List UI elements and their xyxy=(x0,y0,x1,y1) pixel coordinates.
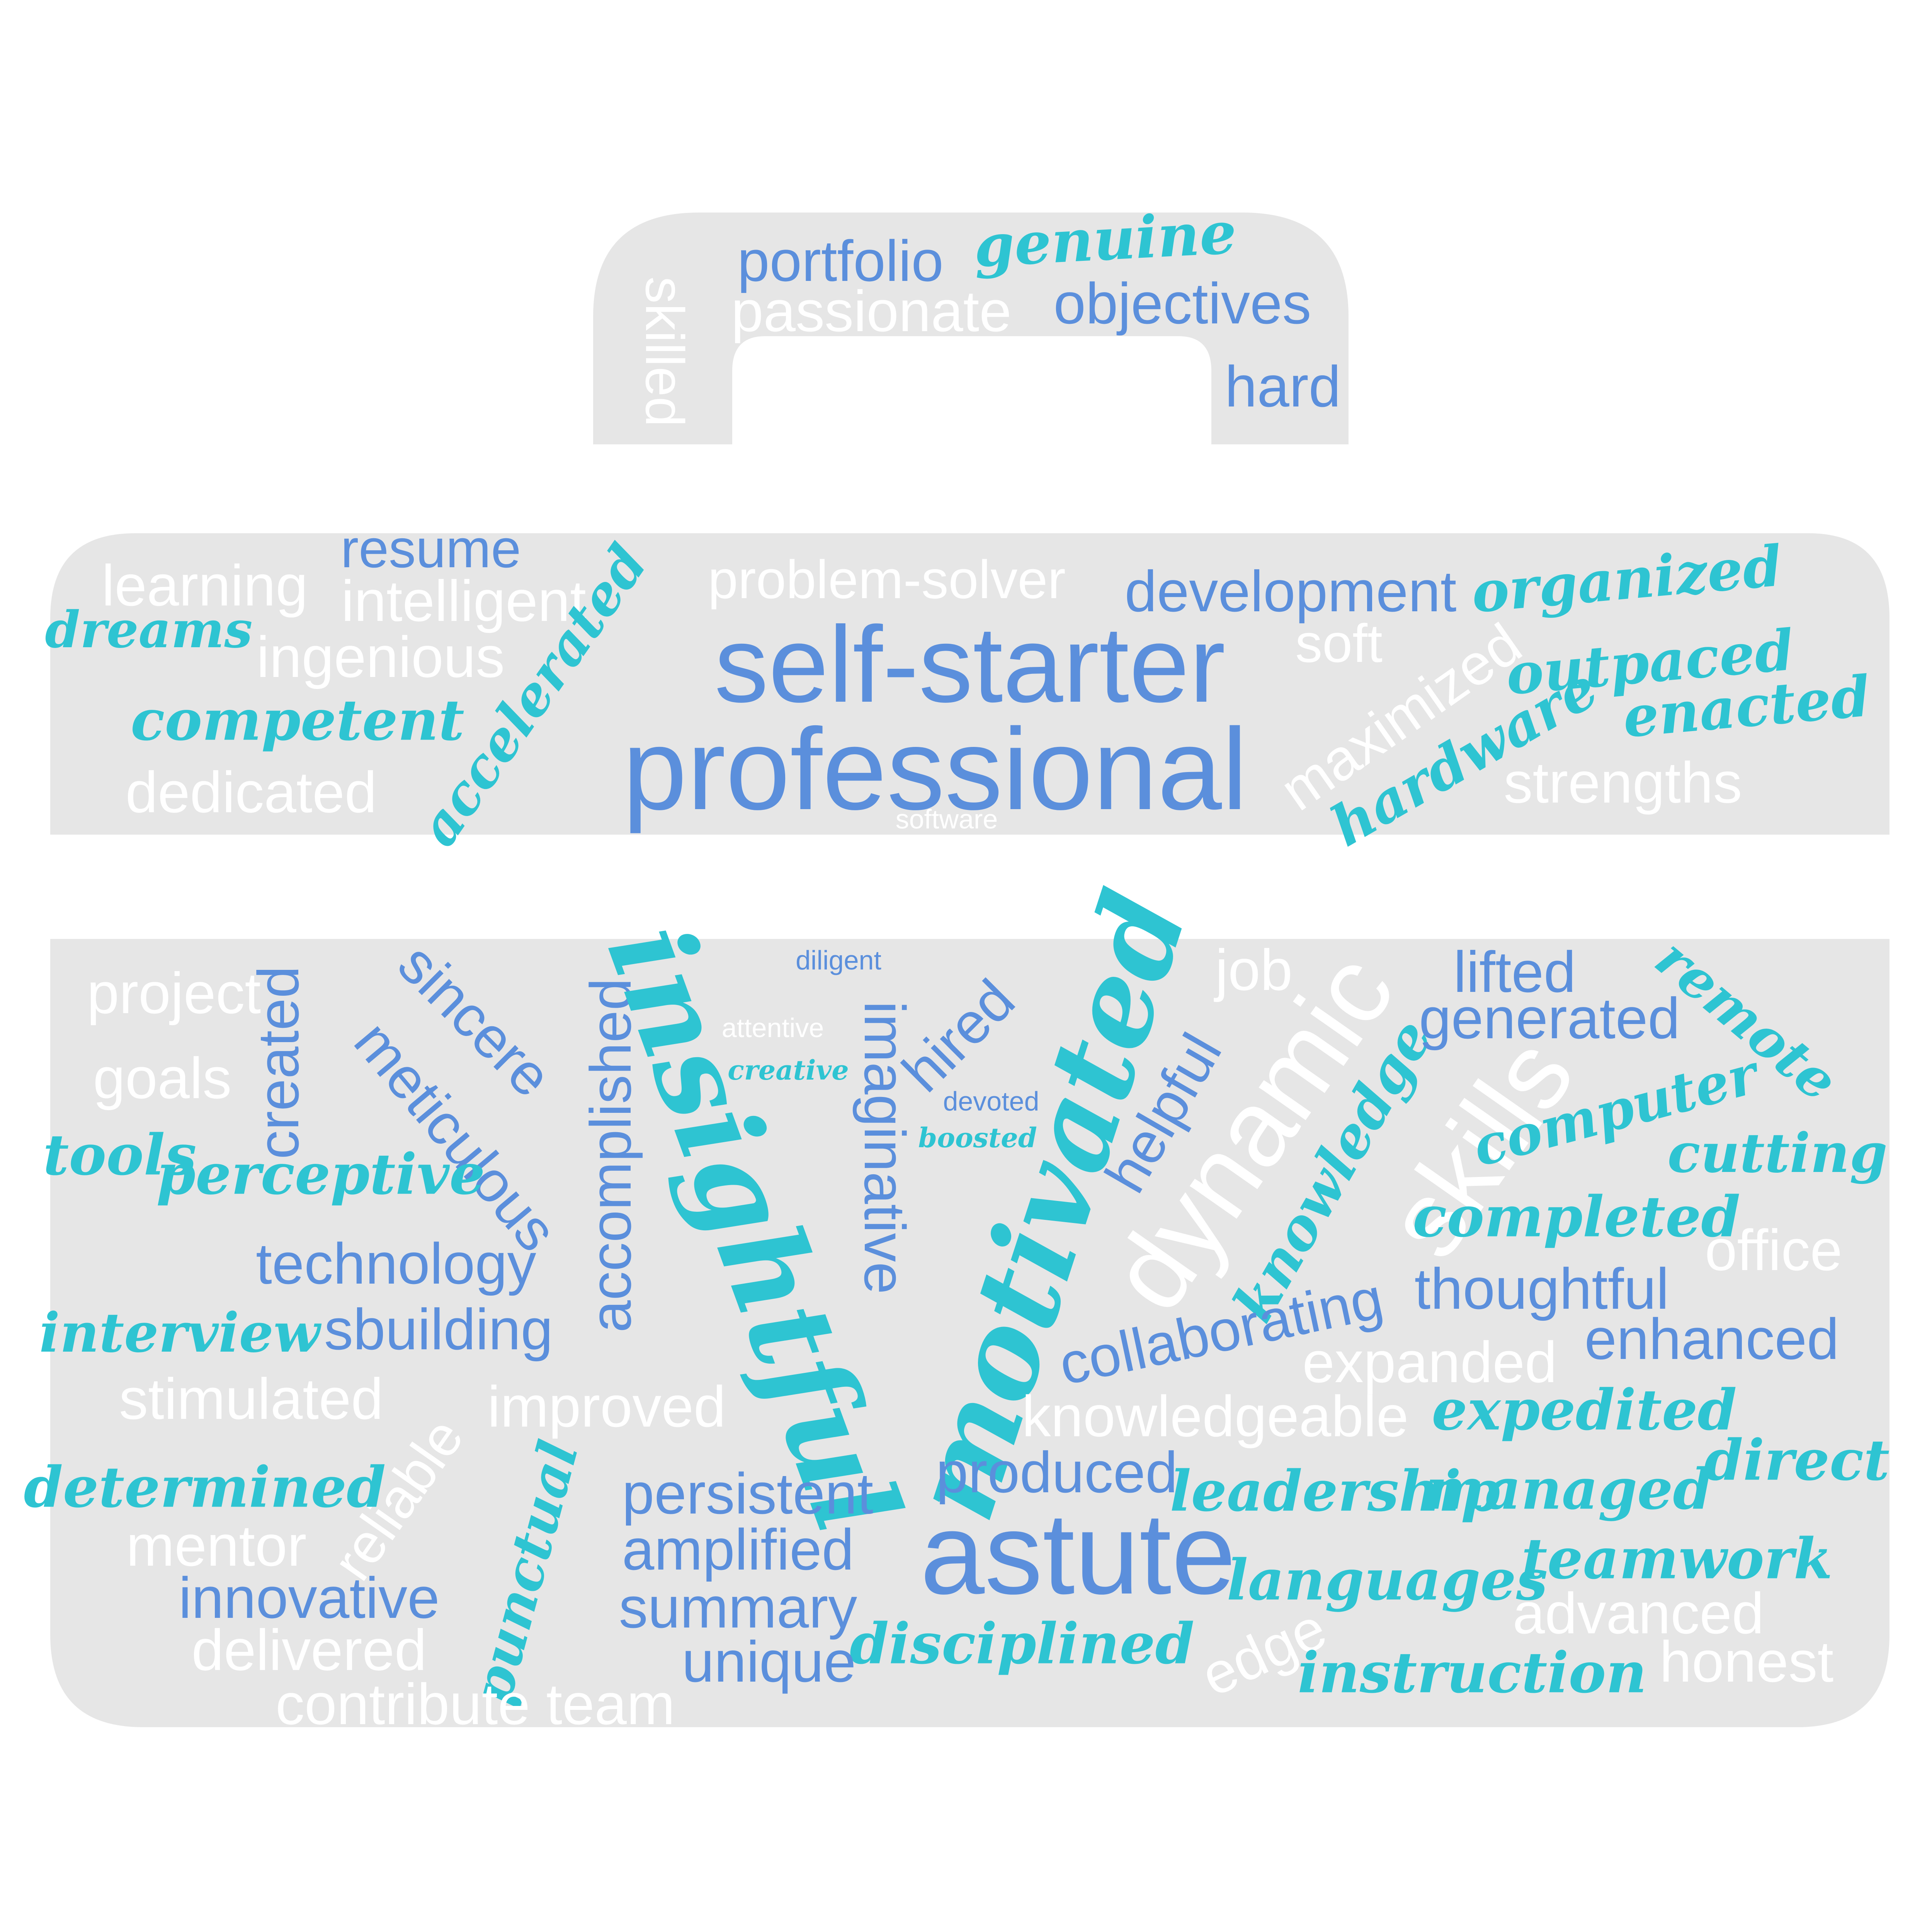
word-tools: tools xyxy=(43,1122,197,1188)
word-job: job xyxy=(1215,937,1293,1002)
word-hard: hard xyxy=(1225,354,1341,419)
word-created: created xyxy=(246,966,311,1160)
word-improved: improved xyxy=(487,1374,726,1439)
word-office: office xyxy=(1705,1218,1842,1282)
word-leadership: leadership xyxy=(1170,1458,1500,1524)
word-completed: completed xyxy=(1413,1184,1740,1250)
word-professional: professional xyxy=(622,704,1248,834)
word-mentor: mentor xyxy=(126,1513,307,1578)
word-dreams: dreams xyxy=(45,600,253,659)
word-learning: learning xyxy=(102,553,308,618)
word-innovative: innovative xyxy=(179,1565,440,1630)
word-honest: honest xyxy=(1659,1629,1834,1694)
word-astute: astute xyxy=(920,1488,1236,1618)
word-advanced: advanced xyxy=(1512,1581,1764,1646)
word-perceptive: perceptive xyxy=(156,1141,485,1208)
word-resume: resume xyxy=(340,518,521,579)
word-summary: summary xyxy=(619,1575,857,1640)
word-sbuilding: sbuilding xyxy=(324,1297,553,1362)
word-technology: technology xyxy=(256,1231,536,1296)
word-goals: goals xyxy=(93,1046,232,1111)
word-direct: direct xyxy=(1704,1427,1890,1493)
word-genuine: genuine xyxy=(972,199,1238,281)
word-skilled: skilled xyxy=(634,276,695,427)
word-diligent: diligent xyxy=(796,945,881,975)
word-delivered: delivered xyxy=(191,1617,427,1682)
word-intelligent: intelligent xyxy=(341,568,586,633)
word-passionate: passionate xyxy=(731,279,1012,344)
word-lifted: lifted xyxy=(1453,939,1576,1004)
word-instruction: instruction xyxy=(1298,1640,1647,1706)
word-problem-solver: problem-solver xyxy=(708,549,1066,610)
word-thoughtful: thoughtful xyxy=(1414,1256,1669,1321)
word-generated: generated xyxy=(1419,986,1680,1051)
word-determined: determined xyxy=(24,1454,386,1520)
word-expedited: expedited xyxy=(1432,1377,1737,1443)
briefcase-body xyxy=(50,939,1889,1727)
word-unique: unique xyxy=(682,1629,856,1694)
word-interview: interview xyxy=(39,1301,320,1365)
word-produced: produced xyxy=(936,1440,1178,1505)
word-attentive: attentive xyxy=(721,1013,824,1043)
word-teamwork: teamwork xyxy=(1521,1526,1833,1592)
word-stimulated: stimulated xyxy=(119,1366,383,1431)
word-knowledgeable: knowledgeable xyxy=(1022,1384,1409,1449)
word-disciplined: disciplined xyxy=(849,1611,1195,1677)
word-soft: soft xyxy=(1295,613,1383,673)
word-expanded: expanded xyxy=(1302,1330,1557,1395)
briefcase-handle xyxy=(593,213,1349,444)
briefcase-lid xyxy=(50,533,1889,835)
word-amplified: amplified xyxy=(622,1517,854,1582)
word-software: software xyxy=(895,804,998,834)
word-ingenious: ingenious xyxy=(256,624,505,689)
word-competent: competent xyxy=(131,687,464,753)
word-boosted: boosted xyxy=(918,1122,1037,1154)
word-contribute-team: contribute team xyxy=(276,1672,675,1736)
word-persistent: persistent xyxy=(622,1461,874,1526)
word-project: project xyxy=(87,961,261,1026)
word-self-starter: self-starter xyxy=(714,604,1226,725)
word-portfolio: portfolio xyxy=(737,228,944,293)
word-development: development xyxy=(1124,559,1457,624)
word-enhanced: enhanced xyxy=(1584,1306,1839,1371)
word-creative: creative xyxy=(728,1054,849,1086)
word-languages: languages xyxy=(1226,1547,1548,1613)
word-objectives: objectives xyxy=(1053,271,1311,336)
word-strengths: strengths xyxy=(1503,750,1742,815)
word-dedicated: dedicated xyxy=(125,760,377,825)
word-managed: managed xyxy=(1425,1456,1712,1522)
word-cutting: cutting xyxy=(1667,1122,1888,1185)
word-devoted: devoted xyxy=(943,1086,1039,1116)
